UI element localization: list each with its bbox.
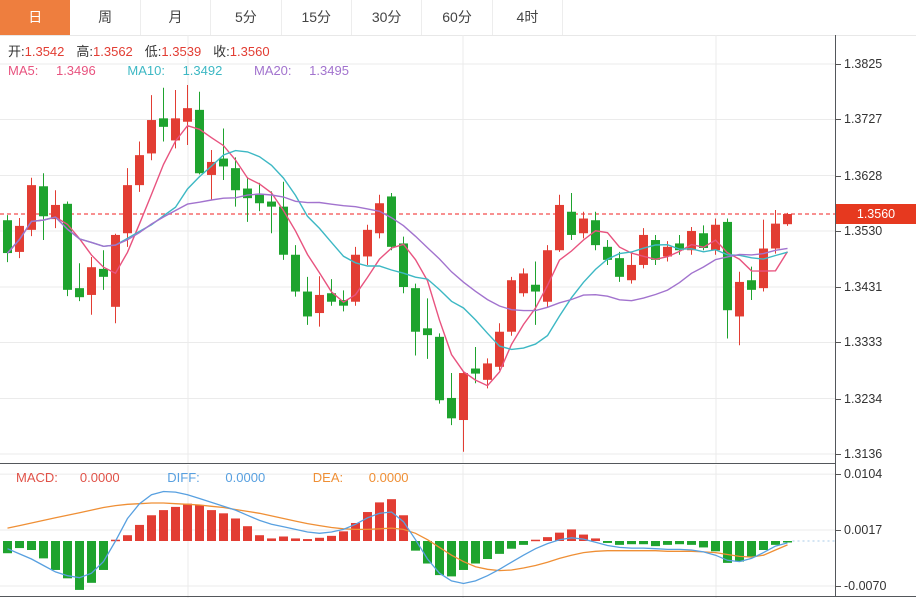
close-value: 1.3560 xyxy=(229,44,270,59)
tab-4时[interactable]: 4时 xyxy=(492,0,564,35)
tab-5分[interactable]: 5分 xyxy=(211,0,282,35)
price-axis-label: 1.3333 xyxy=(844,335,883,349)
tab-月[interactable]: 月 xyxy=(140,0,212,35)
close-label: 收: xyxy=(213,44,230,59)
ma5-line xyxy=(6,124,789,387)
low-value: 1.3539 xyxy=(161,44,202,59)
open-value: 1.3542 xyxy=(24,44,65,59)
macd-value-legend: MACD: 0.0000 xyxy=(16,470,120,485)
price-axis-label: 1.3136 xyxy=(844,447,883,461)
ma20-legend: MA20: 1.3495 xyxy=(253,63,349,78)
diff-line xyxy=(7,490,788,585)
price-axis-label: 1.3825 xyxy=(844,57,883,71)
dea-line xyxy=(7,502,788,572)
open-label: 开: xyxy=(8,44,25,59)
macd-legend: MACD: 0.0000 DIFF: 0.0000 DEA: 0.0000 xyxy=(16,470,453,485)
tab-60分[interactable]: 60分 xyxy=(422,0,493,35)
candlestick-chart[interactable] xyxy=(0,35,835,463)
tab-15分[interactable]: 15分 xyxy=(281,0,352,35)
ma-legend: MA5: 1.3496 MA10: 1.3492 MA20: 1.3495 xyxy=(8,63,377,78)
grid-layer xyxy=(0,35,835,463)
macd-axis-label: 0.0017 xyxy=(844,523,883,537)
chart-bottom-border xyxy=(0,596,916,597)
diff-value-legend: DIFF: 0.0000 xyxy=(167,470,266,485)
macd-axis-label: 0.0104 xyxy=(844,467,883,481)
axis-tick xyxy=(835,119,841,120)
low-label: 低: xyxy=(144,44,162,59)
axis-tick xyxy=(835,399,841,400)
axis-tick xyxy=(835,64,841,65)
axis-tick xyxy=(835,530,841,531)
ma5-legend: MA5: 1.3496 xyxy=(8,63,96,78)
current-price-badge: 1.3560 xyxy=(836,204,916,224)
axis-tick xyxy=(835,454,841,455)
axis-tick xyxy=(835,176,841,177)
price-axis-label: 1.3530 xyxy=(844,224,883,238)
dea-value-legend: DEA: 0.0000 xyxy=(312,470,409,485)
high-label: 高: xyxy=(76,44,94,59)
tab-日[interactable]: 日 xyxy=(0,0,71,35)
price-axis-label: 1.3234 xyxy=(844,392,883,406)
tab-30分[interactable]: 30分 xyxy=(351,0,423,35)
candlestick-layer xyxy=(3,84,792,452)
axis-tick xyxy=(835,287,841,288)
price-axis-label: 1.3727 xyxy=(844,112,883,126)
tab-周[interactable]: 周 xyxy=(70,0,141,35)
price-axis-line xyxy=(835,35,836,596)
ma20-line xyxy=(6,193,788,312)
price-axis-label: 1.3431 xyxy=(844,280,883,294)
macd-axis-label: -0.0070 xyxy=(844,579,887,593)
axis-tick xyxy=(835,231,841,232)
axis-tick xyxy=(835,342,841,343)
axis-tick xyxy=(835,474,841,475)
panel-divider xyxy=(0,463,836,464)
ma10-line xyxy=(6,149,788,351)
macd-histogram-layer xyxy=(3,499,792,590)
price-axis-label: 1.3628 xyxy=(844,169,883,183)
macd-chart[interactable] xyxy=(0,465,835,598)
timeframe-tabbar: 日周月 5分 15分 30分 60分 4时 xyxy=(0,0,916,36)
axis-tick xyxy=(835,586,841,587)
ma10-legend: MA10: 1.3492 xyxy=(127,63,223,78)
ohlc-quote-row: 开:1.3542 高:1.3562 低:1.3539 收:1.3560 xyxy=(8,41,282,60)
high-value: 1.3562 xyxy=(93,44,133,59)
